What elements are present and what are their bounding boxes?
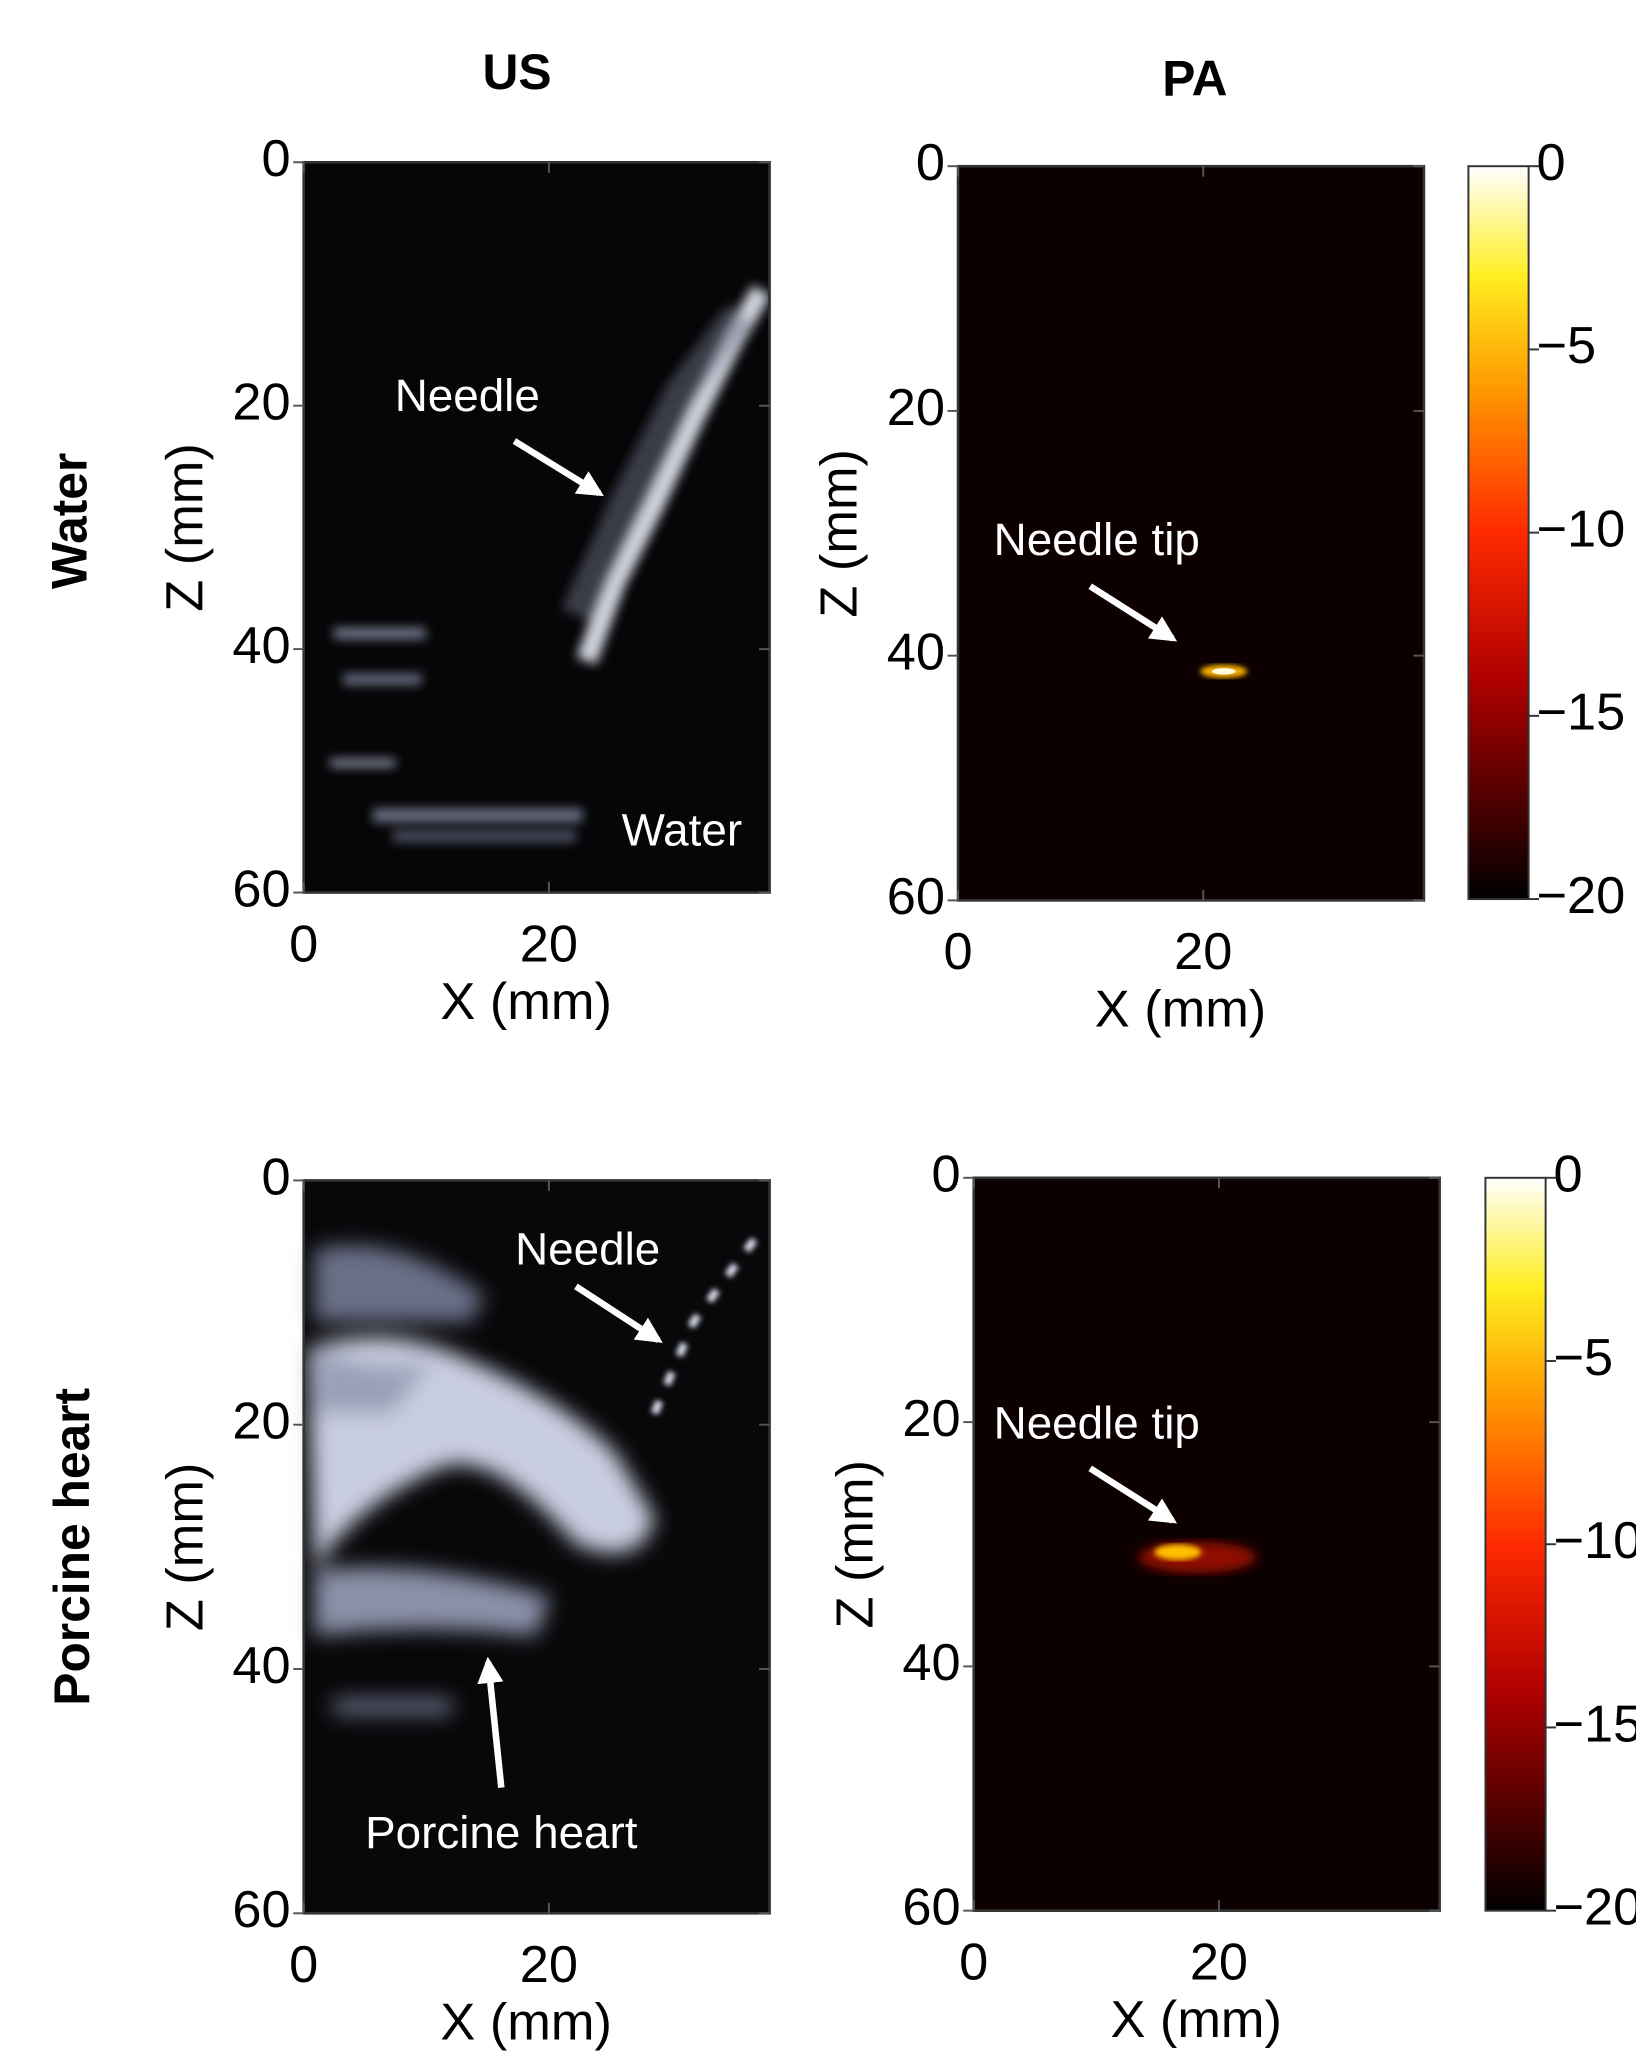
y-axis-label: Z (mm) [826,1460,884,1629]
figure: US PA Water Porcine heart [0,0,1636,2052]
y-tick-label: 60 [902,1878,960,1936]
colorbar-tick-label: 0 [1536,134,1565,192]
row-label: Water [42,453,98,589]
colorbar-tick-label: −10 [1553,1512,1636,1570]
y-tick-label: 40 [232,1637,290,1695]
colorbar-tick-label: 0 [1553,1146,1582,1204]
x-axis-label: X (mm) [440,1994,611,2052]
x-tick-label: 0 [289,1936,318,1994]
x-tick-label: 0 [289,915,318,973]
y-axis-label: Z (mm) [156,1463,214,1632]
x-tick-label: 20 [1190,1933,1248,1991]
column-title: US [482,44,551,100]
x-tick-label: 20 [1174,923,1232,981]
x-axis-label: X (mm) [1095,981,1266,1039]
x-tick-label: 20 [520,915,578,973]
y-tick-label: 40 [902,1634,960,1692]
column-title: PA [1162,51,1227,107]
annotation: Needle tip [994,514,1200,565]
y-tick-label: 0 [261,1148,290,1206]
y-tick-label: 20 [232,374,290,432]
y-axis-label: Z (mm) [156,443,214,612]
us-heart-image [304,1180,770,1913]
y-tick-label: 20 [232,1393,290,1451]
annotation: Water [622,805,742,856]
y-tick-label: 60 [887,868,945,926]
row-label: Porcine heart [44,1388,100,1706]
y-tick-label: 0 [261,130,290,188]
page: {"column_titles": ["US", "PA"], "row_lab… [0,0,1636,2052]
annotation: Needle tip [994,1398,1200,1449]
colorbar-tick-label: −15 [1553,1695,1636,1753]
y-tick-label: 20 [902,1390,960,1448]
colorbar-tick-label: −20 [1553,1878,1636,1936]
x-tick-label: 0 [959,1933,988,1991]
y-tick-label: 20 [887,379,945,437]
y-tick-label: 60 [232,1881,290,1939]
colorbar-tick-label: −5 [1536,317,1596,375]
pa-heart-image [974,1178,1440,1911]
y-tick-label: 0 [932,1146,961,1204]
x-axis-label: X (mm) [1110,1991,1281,2049]
annotation: Porcine heart [365,1807,638,1858]
y-tick-label: 40 [887,623,945,681]
colorbar-tick-label: −5 [1553,1329,1613,1387]
y-tick-label: 60 [232,860,290,918]
colorbar [1468,166,1528,899]
us-water-image [304,162,770,892]
y-axis-label: Z (mm) [811,449,869,618]
annotation: Needle [395,370,540,421]
colorbar-tick-label: −20 [1536,867,1625,925]
x-tick-label: 0 [943,923,972,981]
colorbar [1485,1178,1545,1911]
colorbar-tick-label: −15 [1536,684,1625,742]
colorbar-tick-label: −10 [1536,500,1625,558]
y-tick-label: 0 [916,134,945,192]
x-tick-label: 20 [520,1936,578,1994]
y-tick-label: 40 [232,617,290,675]
x-axis-label: X (mm) [440,973,611,1031]
annotation: Needle [515,1223,660,1274]
